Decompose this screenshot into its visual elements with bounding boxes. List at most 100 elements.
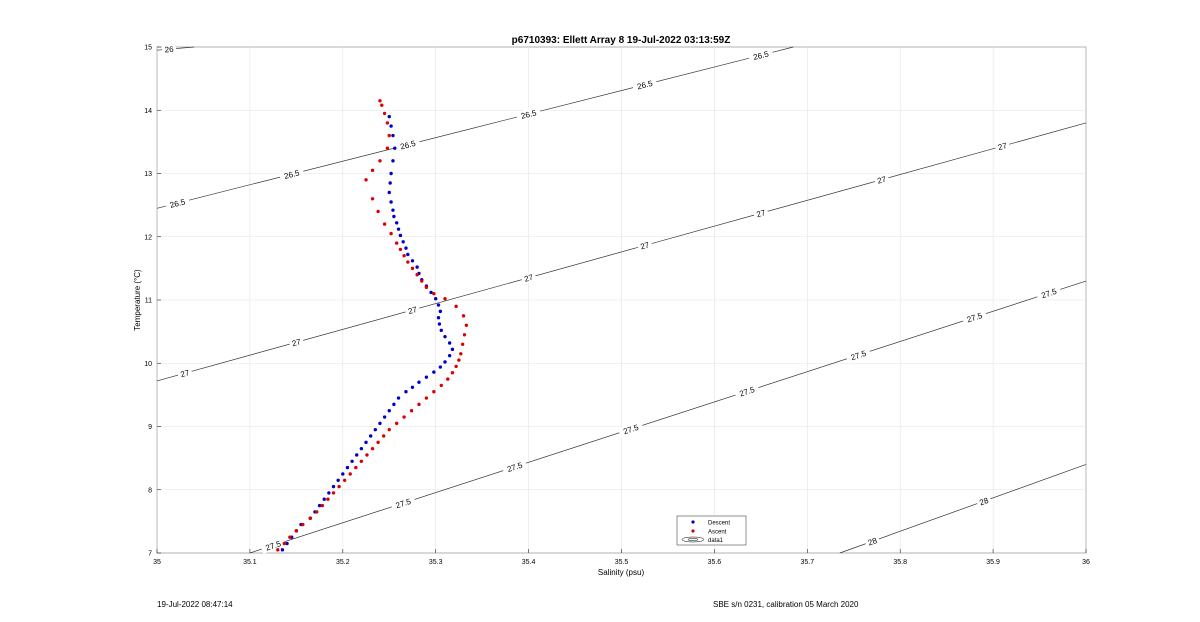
point-descent <box>398 233 403 238</box>
point-descent <box>327 491 331 495</box>
legend-ascent-label: Ascent <box>708 530 727 536</box>
point-descent <box>392 214 396 219</box>
contour-label: 27 <box>176 366 193 380</box>
legend-ascent-marker <box>691 529 695 533</box>
y-tick-label: 8 <box>148 487 152 494</box>
point-ascent <box>342 478 347 482</box>
contour-label-text: 27 <box>755 208 767 219</box>
density-contour-line <box>156 46 794 209</box>
contour-label: 27 <box>752 206 769 220</box>
point-descent <box>387 408 391 413</box>
timestamp-label: 19-Jul-2022 08:47:14 <box>157 600 233 609</box>
contour-label-bg <box>733 382 760 400</box>
point-descent <box>387 114 391 119</box>
point-descent <box>404 246 408 250</box>
contour-label-text: 26.5 <box>283 168 301 181</box>
point-ascent <box>301 522 305 527</box>
x-tick-label: 35.3 <box>429 559 443 566</box>
contour-label-bg <box>404 303 421 317</box>
point-descent <box>404 390 408 394</box>
contour-label-bg <box>631 76 658 93</box>
x-tick-label: 35 <box>153 559 161 566</box>
x-tick-label: 35.1 <box>243 559 257 566</box>
point-ascent <box>462 333 467 337</box>
point-descent <box>368 434 373 438</box>
contour-label: 27 <box>636 238 653 253</box>
contour-label-text: 26 <box>164 45 174 55</box>
point-descent <box>317 503 322 508</box>
point-descent <box>434 297 438 301</box>
point-descent <box>432 370 436 374</box>
data-points <box>276 99 469 552</box>
density-contour-line <box>156 122 1087 382</box>
contour-label: 28 <box>864 534 881 549</box>
point-ascent <box>315 510 319 514</box>
contour-label-bg <box>994 139 1011 153</box>
contour-label: 27 <box>994 139 1011 153</box>
axis-ticks: 35 35.1 35.2 35.3 35.4 35.5 35.6 35.7 35.8 35.9 36… <box>144 45 1090 567</box>
y-tick-label: 9 <box>148 424 152 431</box>
point-ascent <box>387 133 391 138</box>
contour-label-text: 27 <box>180 368 192 379</box>
contour-label-text: 26.5 <box>169 197 187 210</box>
legend-contour-icon-inner <box>687 538 699 541</box>
point-ascent <box>320 503 325 508</box>
point-ascent <box>402 254 406 258</box>
point-descent <box>447 341 452 345</box>
legend-data1-label: data1 <box>708 538 724 544</box>
contour-label-text: 26.5 <box>399 139 417 152</box>
point-descent <box>378 421 382 426</box>
point-ascent <box>406 260 410 264</box>
x-tick-label: 36 <box>1082 559 1090 566</box>
contour-label-bg <box>961 308 988 326</box>
point-ascent <box>364 178 368 182</box>
y-tick-label: 10 <box>144 361 152 368</box>
contour-label: 26.5 <box>164 195 191 211</box>
contour-label: 27 <box>288 335 305 349</box>
y-tick-label: 13 <box>144 171 152 178</box>
point-descent <box>417 380 421 384</box>
point-ascent <box>420 279 424 283</box>
point-ascent <box>385 121 390 125</box>
point-descent <box>438 365 443 369</box>
point-ascent <box>424 396 429 400</box>
point-ascent <box>370 446 375 451</box>
point-descent <box>322 497 326 501</box>
point-ascent <box>326 497 330 501</box>
point-descent <box>436 303 441 307</box>
contour-label: 27 <box>873 172 890 187</box>
point-descent <box>387 190 391 195</box>
point-ascent <box>370 168 375 173</box>
point-ascent <box>337 484 341 489</box>
contour-label: 26.5 <box>515 106 542 122</box>
contour-label: 26.5 <box>631 76 658 93</box>
contour-label-text: 27 <box>997 141 1009 152</box>
contour-label-bg <box>176 366 193 380</box>
contour-label-text: 26.5 <box>636 79 654 92</box>
y-tick-label: 12 <box>144 234 152 241</box>
contour-label-bg <box>278 166 305 182</box>
point-descent <box>391 133 395 138</box>
contour-label-bg <box>394 136 421 153</box>
x-tick-label: 35.7 <box>800 559 814 566</box>
point-descent <box>373 427 378 432</box>
point-descent <box>285 541 289 546</box>
contour-label-text: 27 <box>407 305 419 316</box>
point-descent <box>410 385 415 389</box>
contour-label-bg <box>390 494 417 512</box>
contour-label-bg <box>747 47 774 64</box>
contour-label-bg <box>520 271 537 285</box>
point-descent <box>364 440 368 445</box>
point-ascent <box>443 297 447 301</box>
contour-label-text: 27 <box>523 273 535 284</box>
point-ascent <box>294 529 299 533</box>
contour-label-bg <box>617 420 644 438</box>
point-descent <box>394 221 399 225</box>
chart-title: p6710393: Ellett Array 8 19-Jul-2022 03:… <box>512 35 731 46</box>
point-ascent <box>457 358 461 362</box>
legend-contour-icon <box>681 536 705 543</box>
point-ascent <box>365 453 369 457</box>
point-ascent <box>354 465 358 470</box>
contour-label: 27 <box>520 271 537 285</box>
contour-label: 26.5 <box>747 47 774 64</box>
